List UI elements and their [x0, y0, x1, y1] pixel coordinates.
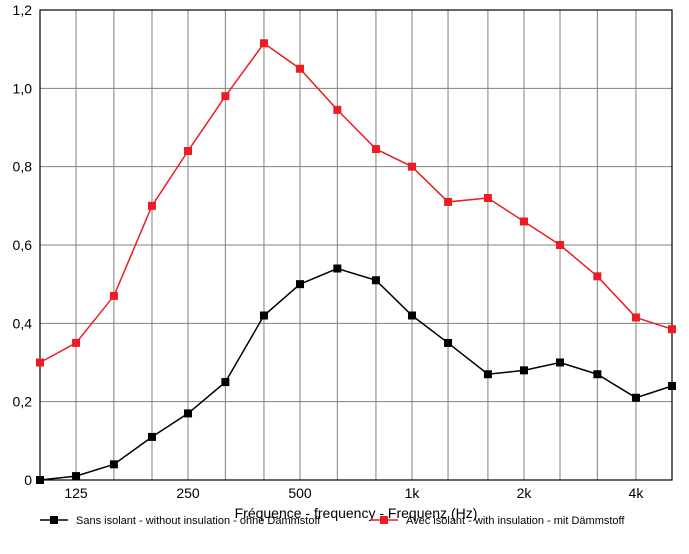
- series-marker-avec-isolant: [221, 92, 229, 100]
- series-marker-sans-isolant: [148, 433, 156, 441]
- series-marker-sans-isolant: [520, 366, 528, 374]
- series-marker-avec-isolant: [333, 106, 341, 114]
- series-marker-avec-isolant: [408, 163, 416, 171]
- series-marker-avec-isolant: [260, 39, 268, 47]
- y-tick-label: 0,2: [13, 394, 33, 410]
- y-tick-label: 1,0: [13, 80, 33, 96]
- series-marker-avec-isolant: [148, 202, 156, 210]
- series-marker-sans-isolant: [484, 370, 492, 378]
- legend-marker-sans-isolant: [50, 516, 58, 524]
- x-tick-label: 125: [64, 485, 88, 501]
- series-marker-avec-isolant: [296, 65, 304, 73]
- series-marker-avec-isolant: [372, 145, 380, 153]
- series-marker-avec-isolant: [36, 359, 44, 367]
- x-tick-label: 1k: [405, 485, 421, 501]
- series-marker-sans-isolant: [556, 359, 564, 367]
- series-marker-avec-isolant: [520, 218, 528, 226]
- series-marker-sans-isolant: [333, 265, 341, 273]
- series-marker-avec-isolant: [668, 325, 676, 333]
- series-marker-avec-isolant: [593, 272, 601, 280]
- x-tick-label: 500: [288, 485, 312, 501]
- series-marker-avec-isolant: [72, 339, 80, 347]
- series-marker-sans-isolant: [36, 476, 44, 484]
- x-tick-label: 250: [176, 485, 200, 501]
- y-tick-label: 0: [24, 472, 32, 488]
- series-marker-sans-isolant: [72, 472, 80, 480]
- frequency-absorption-chart: 00,20,40,60,81,01,21252505001k2k4kFréque…: [0, 0, 689, 554]
- series-marker-sans-isolant: [221, 378, 229, 386]
- series-marker-sans-isolant: [372, 276, 380, 284]
- series-marker-sans-isolant: [593, 370, 601, 378]
- series-marker-sans-isolant: [668, 382, 676, 390]
- series-marker-avec-isolant: [184, 147, 192, 155]
- series-marker-sans-isolant: [408, 312, 416, 320]
- series-marker-sans-isolant: [632, 394, 640, 402]
- series-marker-avec-isolant: [444, 198, 452, 206]
- legend-marker-avec-isolant: [380, 516, 388, 524]
- legend-label: Sans isolant - without insulation - ohne…: [76, 515, 321, 527]
- x-tick-label: 2k: [517, 485, 533, 501]
- legend-label: Avec isolant - with insulation - mit Däm…: [406, 515, 625, 527]
- series-marker-avec-isolant: [632, 313, 640, 321]
- series-marker-avec-isolant: [110, 292, 118, 300]
- x-tick-label: 4k: [629, 485, 645, 501]
- series-marker-avec-isolant: [484, 194, 492, 202]
- series-marker-avec-isolant: [556, 241, 564, 249]
- y-tick-label: 0,4: [13, 315, 33, 331]
- series-marker-sans-isolant: [260, 312, 268, 320]
- y-tick-label: 1,2: [13, 2, 33, 18]
- y-tick-label: 0,8: [13, 159, 33, 175]
- y-tick-label: 0,6: [13, 237, 33, 253]
- series-marker-sans-isolant: [110, 460, 118, 468]
- series-marker-sans-isolant: [296, 280, 304, 288]
- series-marker-sans-isolant: [184, 409, 192, 417]
- series-marker-sans-isolant: [444, 339, 452, 347]
